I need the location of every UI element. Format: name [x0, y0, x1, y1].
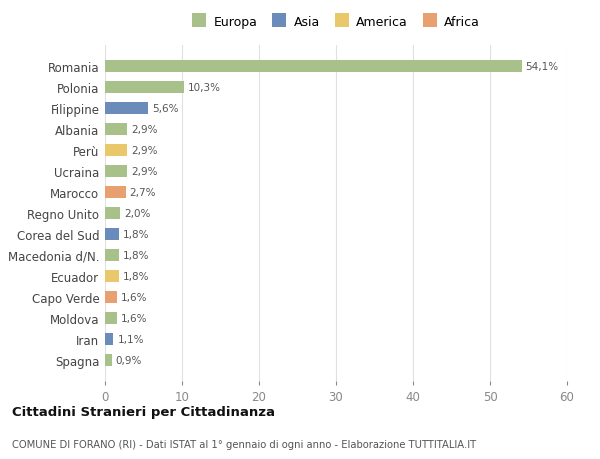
Text: 2,9%: 2,9%	[131, 167, 158, 177]
Bar	[105, 354, 112, 366]
Bar	[105, 207, 121, 219]
Bar	[105, 145, 127, 157]
Bar	[105, 82, 184, 94]
Text: 1,8%: 1,8%	[123, 250, 149, 260]
Bar	[105, 313, 118, 324]
Text: COMUNE DI FORANO (RI) - Dati ISTAT al 1° gennaio di ogni anno - Elaborazione TUT: COMUNE DI FORANO (RI) - Dati ISTAT al 1°…	[12, 440, 476, 449]
Bar	[105, 124, 127, 135]
Text: 5,6%: 5,6%	[152, 104, 178, 114]
Legend: Europa, Asia, America, Africa: Europa, Asia, America, Africa	[188, 12, 484, 33]
Bar	[105, 166, 127, 177]
Text: 1,6%: 1,6%	[121, 313, 148, 323]
Bar	[105, 270, 119, 282]
Text: 0,9%: 0,9%	[116, 355, 142, 365]
Text: 2,9%: 2,9%	[131, 125, 158, 134]
Bar	[105, 187, 126, 198]
Text: 1,8%: 1,8%	[123, 271, 149, 281]
Text: 1,6%: 1,6%	[121, 292, 148, 302]
Text: 2,9%: 2,9%	[131, 146, 158, 156]
Text: 1,1%: 1,1%	[118, 334, 144, 344]
Text: 2,0%: 2,0%	[124, 208, 151, 218]
Bar	[105, 229, 119, 240]
Text: 1,8%: 1,8%	[123, 230, 149, 239]
Bar	[105, 103, 148, 114]
Bar	[105, 61, 521, 73]
Bar	[105, 333, 113, 345]
Text: Cittadini Stranieri per Cittadinanza: Cittadini Stranieri per Cittadinanza	[12, 405, 275, 419]
Text: 54,1%: 54,1%	[526, 62, 559, 72]
Text: 10,3%: 10,3%	[188, 83, 221, 93]
Bar	[105, 291, 118, 303]
Bar	[105, 250, 119, 261]
Text: 2,7%: 2,7%	[130, 188, 156, 197]
